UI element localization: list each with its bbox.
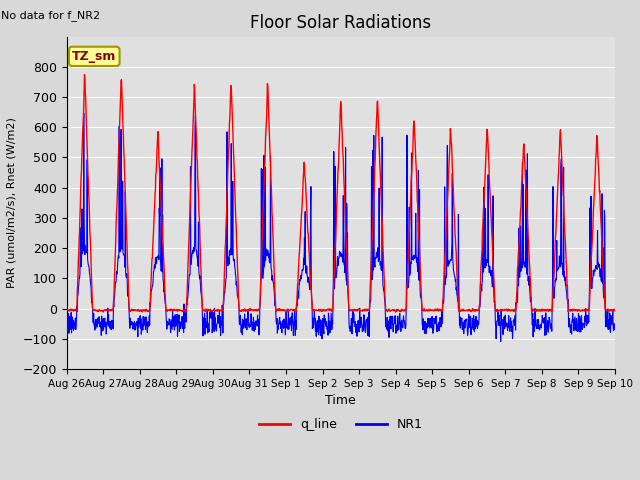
Text: TZ_sm: TZ_sm: [72, 50, 116, 63]
q_line: [172, 307, 179, 313]
q_line: [547, 307, 554, 312]
Legend: q_line, NR1: q_line, NR1: [254, 413, 428, 436]
Line: NR1: NR1: [67, 113, 615, 341]
q_line: [427, 307, 435, 313]
NR1: [63, 321, 70, 326]
q_line: [185, 237, 193, 243]
q_line: [611, 308, 619, 313]
q_line: [392, 309, 399, 315]
X-axis label: Time: Time: [326, 395, 356, 408]
q_line: [63, 306, 70, 312]
NR1: [172, 324, 179, 329]
q_line: [81, 72, 88, 77]
NR1: [611, 325, 619, 331]
q_line: [499, 308, 506, 313]
NR1: [497, 338, 504, 344]
Y-axis label: PAR (umol/m2/s), Rnet (W/m2): PAR (umol/m2/s), Rnet (W/m2): [7, 118, 17, 288]
NR1: [426, 316, 434, 322]
Title: Floor Solar Radiations: Floor Solar Radiations: [250, 14, 431, 32]
Line: q_line: q_line: [67, 74, 615, 312]
NR1: [547, 325, 554, 331]
NR1: [80, 110, 88, 116]
NR1: [185, 276, 193, 282]
q_line: [246, 306, 254, 312]
Text: No data for f_NR2: No data for f_NR2: [1, 10, 100, 21]
NR1: [246, 324, 254, 329]
NR1: [499, 324, 506, 329]
